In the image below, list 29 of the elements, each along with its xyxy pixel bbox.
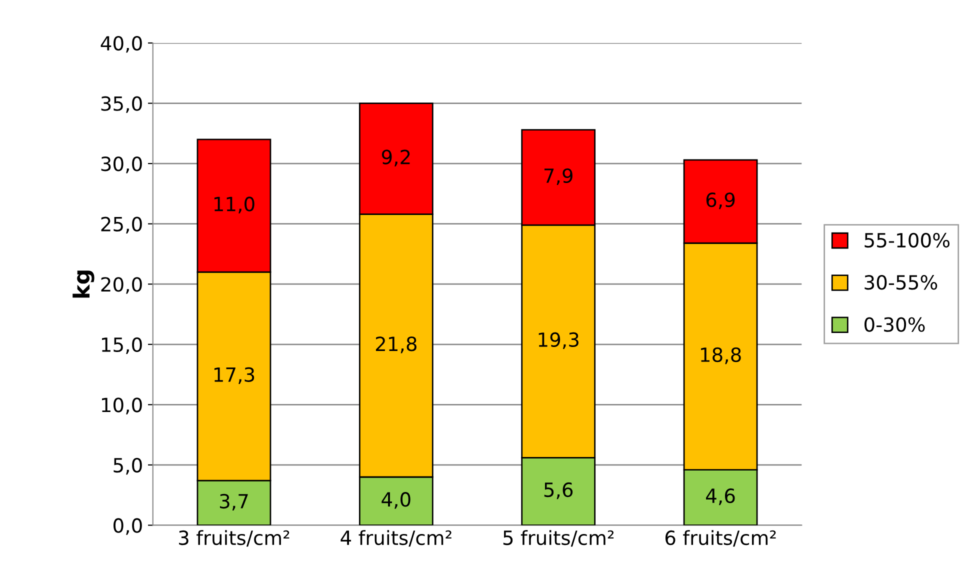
y-tick-label: 30,0 (101, 156, 142, 174)
x-tick-label: 3 fruits/cm² (179, 530, 290, 547)
x-tick-label: 5 fruits/cm² (503, 530, 614, 547)
y-tick-label: 40,0 (100, 36, 142, 53)
legend-label: 30-55% (864, 275, 938, 290)
x-tick-label: 4 fruits/cm² (340, 530, 452, 547)
data-label: 19,3 (538, 332, 578, 349)
data-label: 4,0 (382, 492, 410, 509)
data-label: 11,0 (214, 196, 254, 214)
data-label: 7,9 (544, 168, 572, 186)
data-label: 21,8 (376, 336, 416, 354)
x-tick-label: 6 fruits/cm² (665, 530, 776, 547)
y-tick-label: 25,0 (101, 216, 142, 234)
legend-label: 55-100% (864, 232, 950, 248)
data-label: 6,9 (706, 192, 735, 210)
y-axis-title: kg (72, 270, 94, 298)
data-label: 18,8 (701, 347, 741, 364)
data-label: 17,3 (214, 367, 254, 384)
data-label: 4,6 (706, 488, 735, 506)
y-tick-label: 10,0 (102, 398, 142, 414)
y-tick-label: 5,0 (114, 458, 142, 475)
y-tick-label: 15,0 (102, 337, 142, 354)
data-label: 9,2 (382, 150, 410, 166)
y-tick-label: 0,0 (114, 518, 142, 535)
data-label: 3,7 (220, 494, 248, 511)
data-label: 5,6 (544, 482, 573, 500)
y-tick-label: 35,0 (101, 96, 142, 113)
legend-label: 0-30% (864, 317, 925, 332)
y-tick-label: 20,0 (101, 277, 142, 294)
